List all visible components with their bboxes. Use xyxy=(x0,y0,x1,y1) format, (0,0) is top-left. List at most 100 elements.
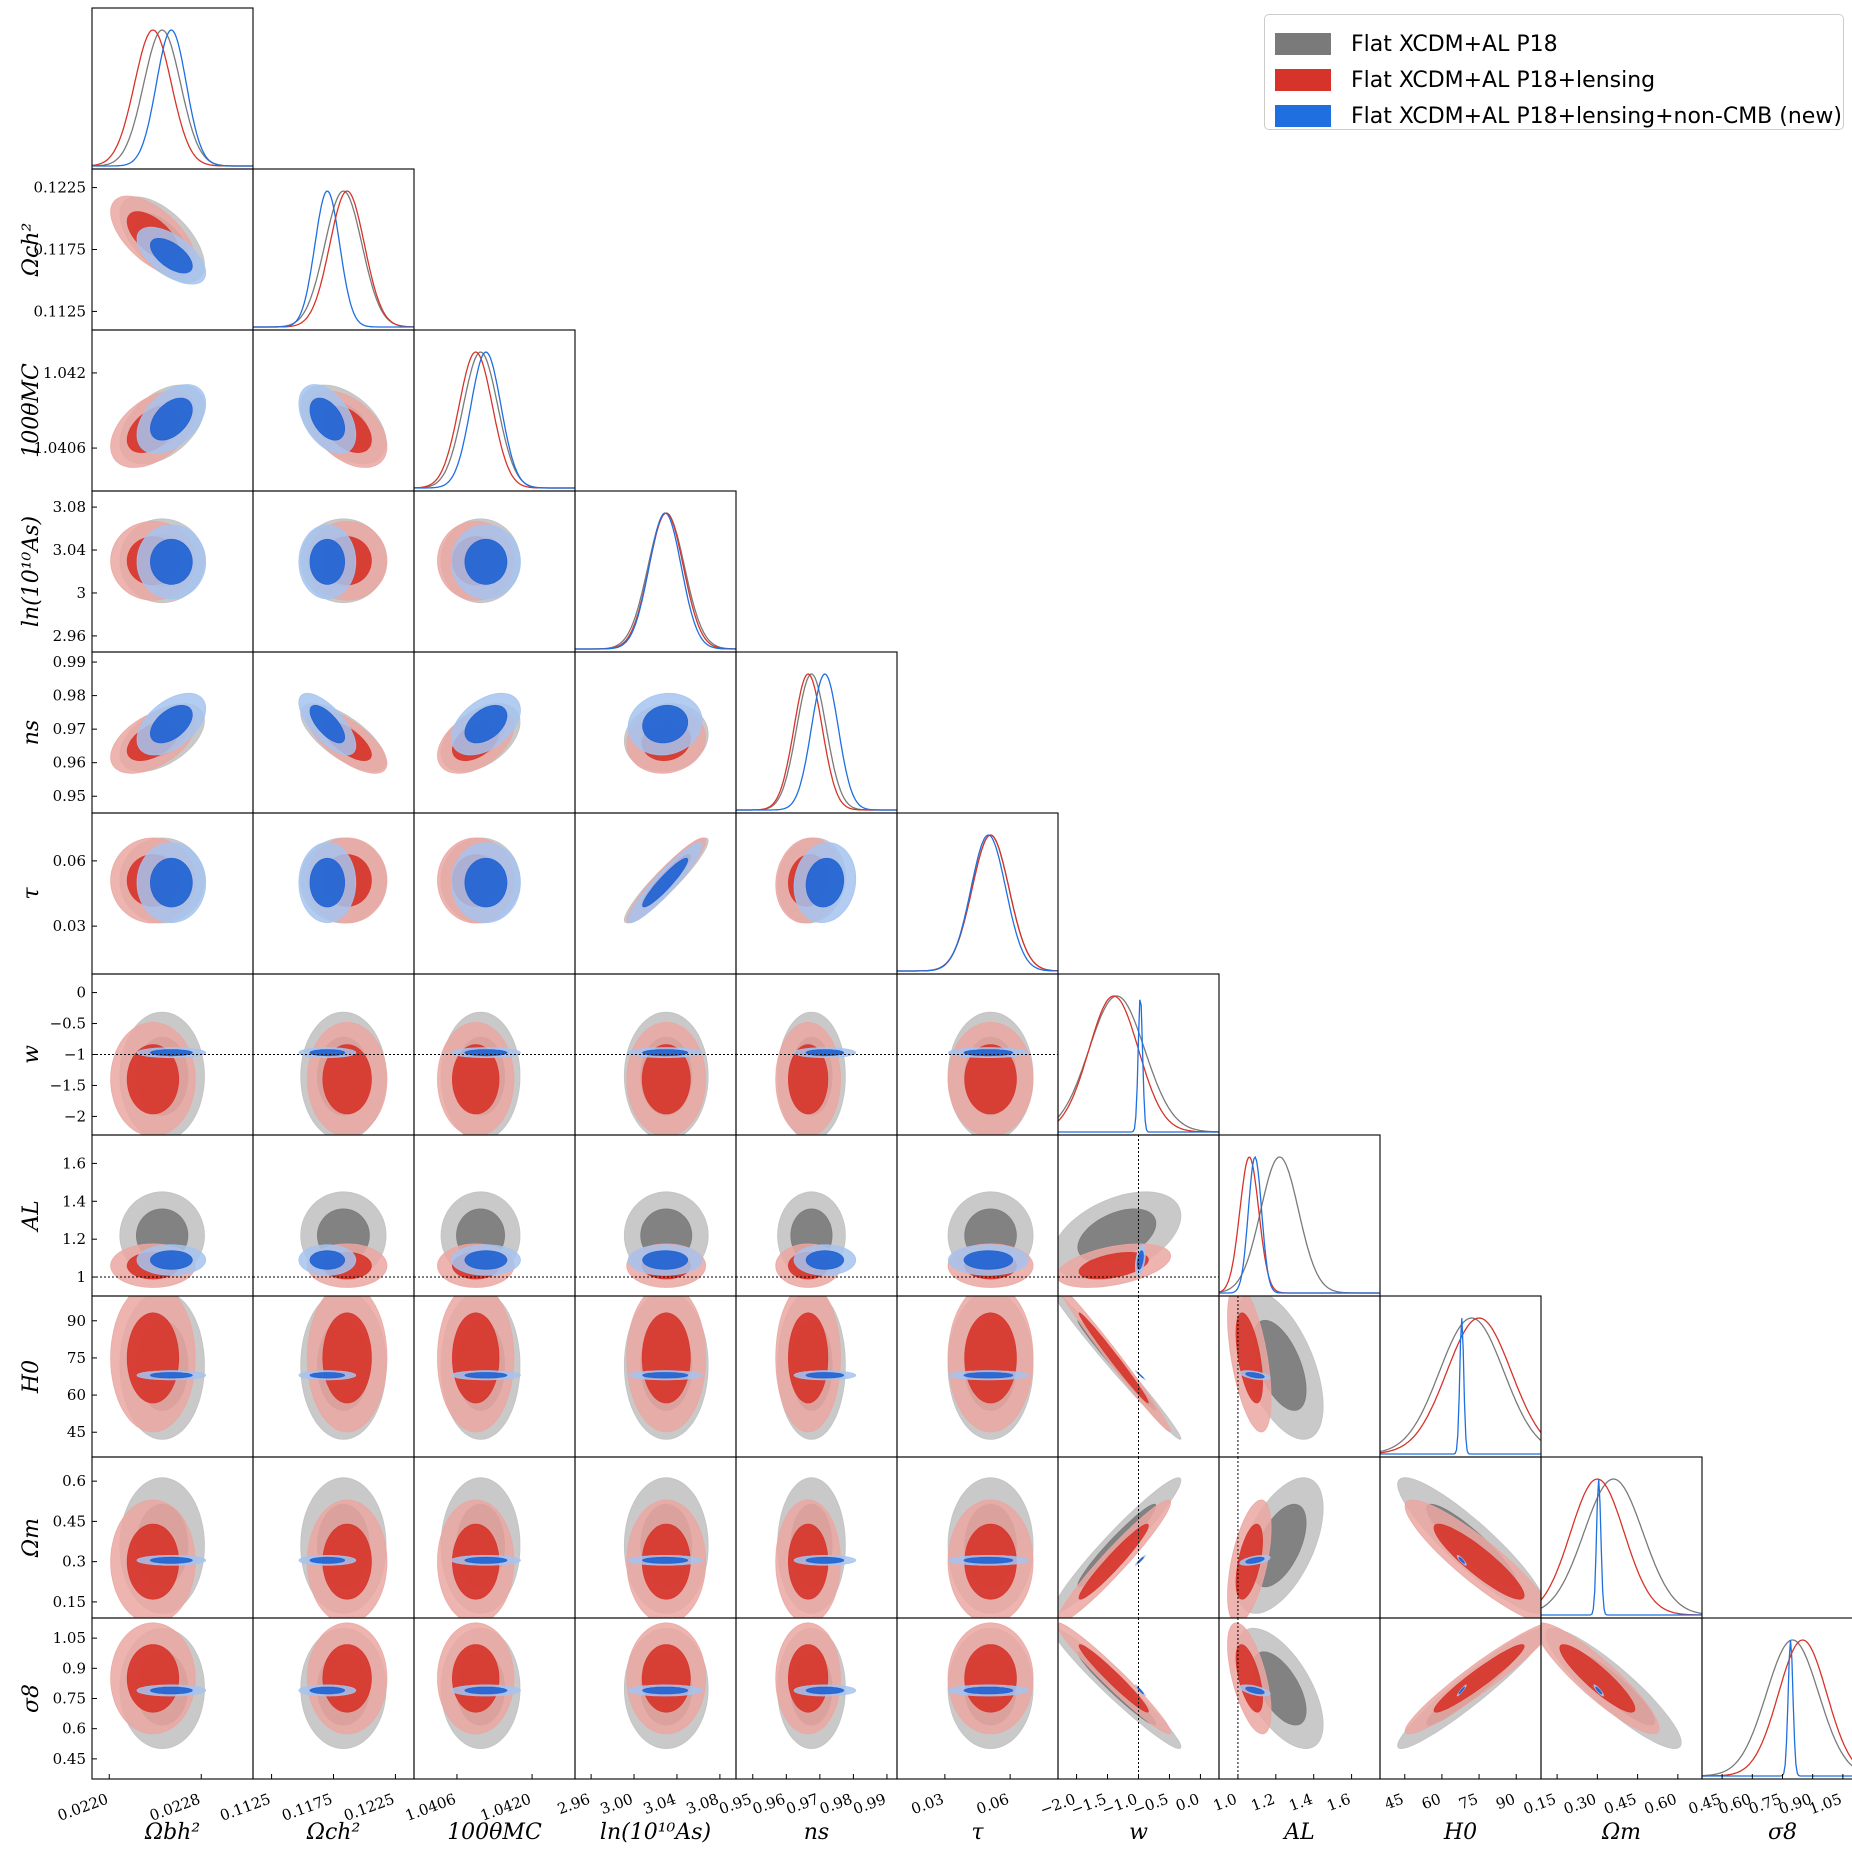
contour-68-flat-xcdm-al-p18-lensing xyxy=(787,1644,829,1713)
marginal-curve-flat-xcdm-al-p18-lensing xyxy=(1702,1639,1852,1777)
contour-68-flat-xcdm-al-p18-lensing xyxy=(1433,1523,1525,1600)
panel-H0-vs-lnAs xyxy=(623,1296,709,1440)
marginal-s8 xyxy=(1702,1639,1852,1777)
panel-Om-vs-tau xyxy=(947,1477,1034,1618)
contour-68-flat-xcdm-al-p18-lensing-non-cmb-new xyxy=(963,1556,1014,1564)
x-tick-label-tau: 0.06 xyxy=(974,1790,1012,1818)
panel-Om-vs-omc xyxy=(298,1477,388,1618)
contour-68-flat-xcdm-al-p18-lensing-non-cmb-new xyxy=(963,1049,1014,1057)
contour-68-flat-xcdm-al-p18-lensing-non-cmb-new xyxy=(464,704,508,744)
panel-H0-vs-theta xyxy=(437,1296,521,1440)
marginal-curve-flat-xcdm-al-p18-lensing-non-cmb-new xyxy=(414,351,575,489)
panel-s8-vs-omb xyxy=(110,1622,207,1750)
panel-AL-vs-theta xyxy=(414,1191,575,1288)
contour-68-flat-xcdm-al-p18-lensing-non-cmb-new xyxy=(963,1372,1014,1379)
x-tick-label-lnAs: 3.00 xyxy=(598,1790,636,1818)
x-tick-label-ns: 0.98 xyxy=(817,1790,855,1818)
contour-68-flat-xcdm-al-p18-lensing-non-cmb-new xyxy=(642,704,689,744)
panel-Om-vs-w xyxy=(1058,1457,1182,1618)
contour-68-flat-xcdm-al-p18-lensing xyxy=(451,1644,500,1713)
panel-w-vs-lnAs xyxy=(575,1011,736,1135)
marginal-curve-flat-xcdm-al-p18-lensing-non-cmb-new xyxy=(575,512,736,650)
x-tick-label-H0: 45 xyxy=(1382,1790,1406,1813)
contour-68-flat-xcdm-al-p18-lensing-non-cmb-new xyxy=(309,1372,346,1379)
x-tick-label-w: 0.0 xyxy=(1173,1790,1202,1815)
marginal-curve-flat-xcdm-al-p18-lensing-non-cmb-new xyxy=(92,29,253,167)
panel-Om-vs-lnAs xyxy=(623,1477,709,1618)
panel-tau-vs-lnAs xyxy=(623,837,709,924)
panel-frame xyxy=(1540,1456,1703,1619)
panel-frame xyxy=(896,812,1059,975)
y-tick-label-ns: 0.99 xyxy=(53,653,86,671)
legend-entry-non-cmb: Flat XCDM+AL P18+lensing+non-CMB (new) xyxy=(1275,101,1842,131)
contour-68-flat-xcdm-al-p18-lensing-non-cmb-new xyxy=(642,1556,689,1564)
panel-tau-vs-theta xyxy=(437,837,521,924)
marginal-curve-flat-xcdm-al-p18 xyxy=(253,190,414,328)
marginal-AL xyxy=(1219,1155,1380,1294)
contour-68-flat-xcdm-al-p18-lensing-non-cmb-new xyxy=(464,538,508,585)
marginal-Om xyxy=(1541,1478,1702,1616)
y-tick-label-s8: 0.75 xyxy=(53,1690,86,1708)
marginal-curve-flat-xcdm-al-p18-lensing-non-cmb-new xyxy=(1219,1155,1380,1294)
panel-AL-vs-ns xyxy=(736,1191,897,1288)
panel-w-vs-tau xyxy=(897,1011,1058,1135)
contour-68-flat-xcdm-al-p18-lensing xyxy=(451,1312,500,1404)
panel-H0-vs-ns xyxy=(775,1296,857,1440)
panel-ns-vs-lnAs xyxy=(623,692,709,774)
marginal-curve-flat-xcdm-al-p18 xyxy=(1702,1639,1852,1777)
panel-AL-vs-w xyxy=(1058,1135,1219,1296)
contour-68-flat-xcdm-al-p18-lensing-non-cmb-new xyxy=(1458,1686,1465,1695)
x-axis-label-ns: ns xyxy=(804,1820,829,1845)
panel-s8-vs-ns xyxy=(775,1622,857,1750)
panel-tau-vs-omc xyxy=(298,837,388,924)
contour-68-flat-xcdm-al-p18-lensing-non-cmb-new xyxy=(464,857,508,908)
contour-68-flat-xcdm-al-p18-lensing-non-cmb-new xyxy=(805,1250,845,1270)
panel-frame xyxy=(1379,1295,1542,1458)
marginal-curve-flat-xcdm-al-p18 xyxy=(897,834,1058,972)
marginal-omb xyxy=(92,29,253,167)
contour-68-flat-xcdm-al-p18-lensing-non-cmb-new xyxy=(309,1686,346,1695)
x-axis-label-AL: AL xyxy=(1282,1820,1315,1845)
contour-68-flat-xcdm-al-p18-lensing-non-cmb-new xyxy=(149,1686,193,1695)
x-tick-label-Om: 0.30 xyxy=(1561,1790,1599,1818)
y-tick-label-s8: 1.05 xyxy=(53,1629,86,1647)
contour-68-flat-xcdm-al-p18-lensing xyxy=(1078,1312,1149,1404)
panel-Om-vs-theta xyxy=(437,1477,521,1618)
y-axis-label-H0: H0 xyxy=(19,1360,44,1394)
x-tick-label-AL: 1.6 xyxy=(1324,1790,1353,1815)
y-tick-label-ns: 0.97 xyxy=(53,720,86,738)
y-tick-label-Om: 0.15 xyxy=(53,1593,86,1611)
y-tick-label-s8: 0.6 xyxy=(62,1720,86,1738)
contour-68-flat-xcdm-al-p18-lensing-non-cmb-new xyxy=(642,1372,689,1379)
x-axis-label-omb: Ωbh² xyxy=(144,1820,200,1845)
panel-tau-vs-ns xyxy=(775,837,857,924)
y-axis-label-tau: τ xyxy=(19,887,44,900)
marginal-curve-flat-xcdm-al-p18-lensing-non-cmb-new xyxy=(1058,999,1219,1133)
y-axis-label-Om: Ωm xyxy=(19,1518,44,1558)
contour-68-flat-xcdm-al-p18-lensing-non-cmb-new xyxy=(1458,1556,1465,1564)
panel-AL-vs-omb xyxy=(92,1191,253,1288)
panel-frame xyxy=(574,490,737,653)
contour-68-flat-xcdm-al-p18-lensing xyxy=(787,1312,829,1404)
y-tick-label-H0: 75 xyxy=(67,1349,86,1367)
y-tick-label-AL: 1.6 xyxy=(62,1154,86,1172)
marginal-lnAs xyxy=(575,512,736,650)
marginal-curve-flat-xcdm-al-p18-lensing xyxy=(1058,995,1219,1133)
contour-68-flat-xcdm-al-p18-lensing xyxy=(1235,1312,1264,1404)
contour-68-flat-xcdm-al-p18-lensing xyxy=(641,1312,691,1404)
y-tick-label-w: −1.5 xyxy=(50,1076,86,1094)
y-tick-label-ns: 0.96 xyxy=(53,754,86,772)
contour-68-flat-xcdm-al-p18-lensing xyxy=(1433,1644,1525,1713)
legend-entry-p18-lensing: Flat XCDM+AL P18+lensing xyxy=(1275,65,1655,95)
contour-68-flat-xcdm-al-p18-lensing xyxy=(322,1044,372,1115)
x-tick-label-Om: 0.15 xyxy=(1521,1790,1559,1818)
panel-frame xyxy=(413,329,576,492)
contour-68-flat-xcdm-al-p18-lensing xyxy=(964,1644,1017,1713)
contour-68-flat-xcdm-al-p18-lensing-non-cmb-new xyxy=(309,704,346,744)
y-tick-label-lnAs: 2.96 xyxy=(53,627,86,645)
x-tick-label-tau: 0.03 xyxy=(909,1790,947,1818)
y-tick-label-ns: 0.95 xyxy=(53,787,86,805)
y-axis-label-theta: 100θMC xyxy=(19,363,44,458)
contour-68-flat-xcdm-al-p18-lensing-non-cmb-new xyxy=(1245,1556,1265,1564)
